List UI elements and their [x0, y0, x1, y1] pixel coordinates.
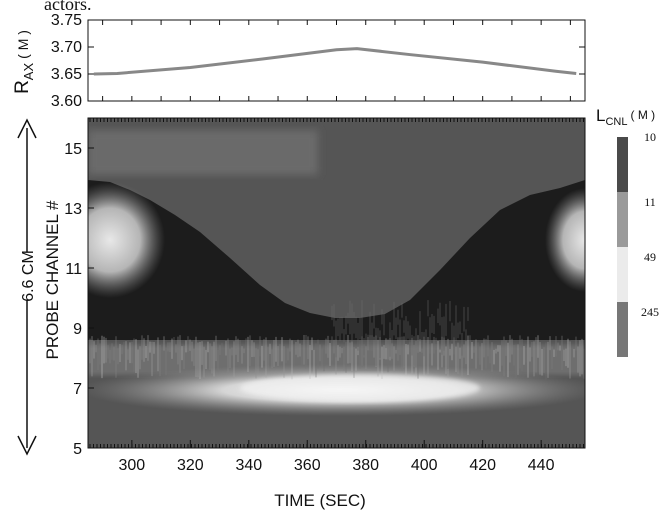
x-tick-label: 360 [294, 457, 321, 474]
top-series-line [93, 47, 577, 76]
colorbar-title-sub: CNL [605, 116, 627, 128]
colorbar: LCNL( M ) 10 11 49 245 [596, 106, 659, 357]
y-tick-label: 9 [73, 321, 82, 338]
y-tick-label: 7 [73, 381, 82, 398]
x-tick-label: 400 [411, 457, 438, 474]
heatmap-x-ticks: 300 320 340 360 380 400 420 440 [119, 440, 555, 474]
top-cut-text: actors. [44, 0, 91, 14]
y-tick-label: 15 [64, 141, 82, 158]
top-y-label-sub: AX [21, 63, 36, 81]
right-glow [545, 188, 585, 292]
y-axis-label: PROBE CHANNEL # [43, 200, 62, 360]
y-tick-label: 11 [65, 261, 82, 278]
heatmap-frame [87, 117, 586, 449]
colorbar-swatches: 10 11 49 245 [617, 130, 659, 357]
x-tick-label: 300 [119, 457, 146, 474]
colorbar-swatch [617, 247, 628, 302]
span-arrow: 6.6 CM [17, 118, 37, 456]
heatmap-texture [88, 300, 585, 380]
upper-band [88, 130, 318, 175]
colorbar-label: 11 [644, 195, 656, 209]
colorbar-title: LCNL( M ) [596, 106, 655, 128]
dark-region [88, 180, 585, 340]
top-y-ticks: 3.75 3.70 3.65 3.60 [51, 12, 585, 110]
left-glow [88, 182, 165, 298]
svg-text:LCNL( M ): LCNL( M ) [596, 106, 655, 128]
top-y-tick-label: 3.70 [51, 39, 82, 56]
top-y-label-main: R [12, 80, 33, 94]
span-arrow-label: 6.6 CM [20, 250, 37, 302]
top-panel: 3.75 3.70 3.65 3.60 RAX ( M ) [12, 12, 586, 110]
x-tick-label: 420 [469, 457, 496, 474]
top-plot-frame [87, 19, 586, 102]
top-y-tick-label: 3.60 [51, 93, 82, 110]
y-tick-label: 5 [73, 441, 82, 458]
x-tick-label: 440 [528, 457, 555, 474]
colorbar-swatch [617, 302, 628, 357]
dense-tick-marks [89, 118, 584, 448]
x-tick-label: 380 [352, 457, 379, 474]
colorbar-title-unit: ( M ) [630, 108, 655, 122]
colorbar-swatch [617, 192, 628, 247]
colorbar-swatch [617, 137, 628, 192]
heatmap-image [88, 118, 585, 448]
heatmap-panel: 300 320 340 360 380 400 420 440 15 13 11 9 7 5 TIME … [17, 117, 586, 510]
x-axis-label: TIME (SEC) [274, 491, 366, 510]
colorbar-label: 10 [644, 130, 656, 144]
y-tick-label: 13 [64, 201, 82, 218]
top-y-tick-label: 3.75 [51, 12, 82, 29]
top-series-group [93, 47, 577, 76]
colorbar-title-main: L [596, 106, 605, 125]
bright-core [240, 374, 480, 402]
x-tick-label: 340 [235, 457, 262, 474]
svg-text:RAX( M ): RAX ( M ) [12, 30, 36, 94]
top-y-label: RAX ( M ) [12, 30, 36, 94]
x-tick-label: 320 [177, 457, 204, 474]
top-y-tick-label: 3.65 [51, 66, 82, 83]
heatmap-y-ticks: 15 13 11 9 7 5 [64, 141, 94, 458]
colorbar-label: 49 [644, 250, 656, 264]
colorbar-label: 245 [641, 305, 659, 319]
top-y-label-unit: ( M ) [15, 30, 31, 59]
